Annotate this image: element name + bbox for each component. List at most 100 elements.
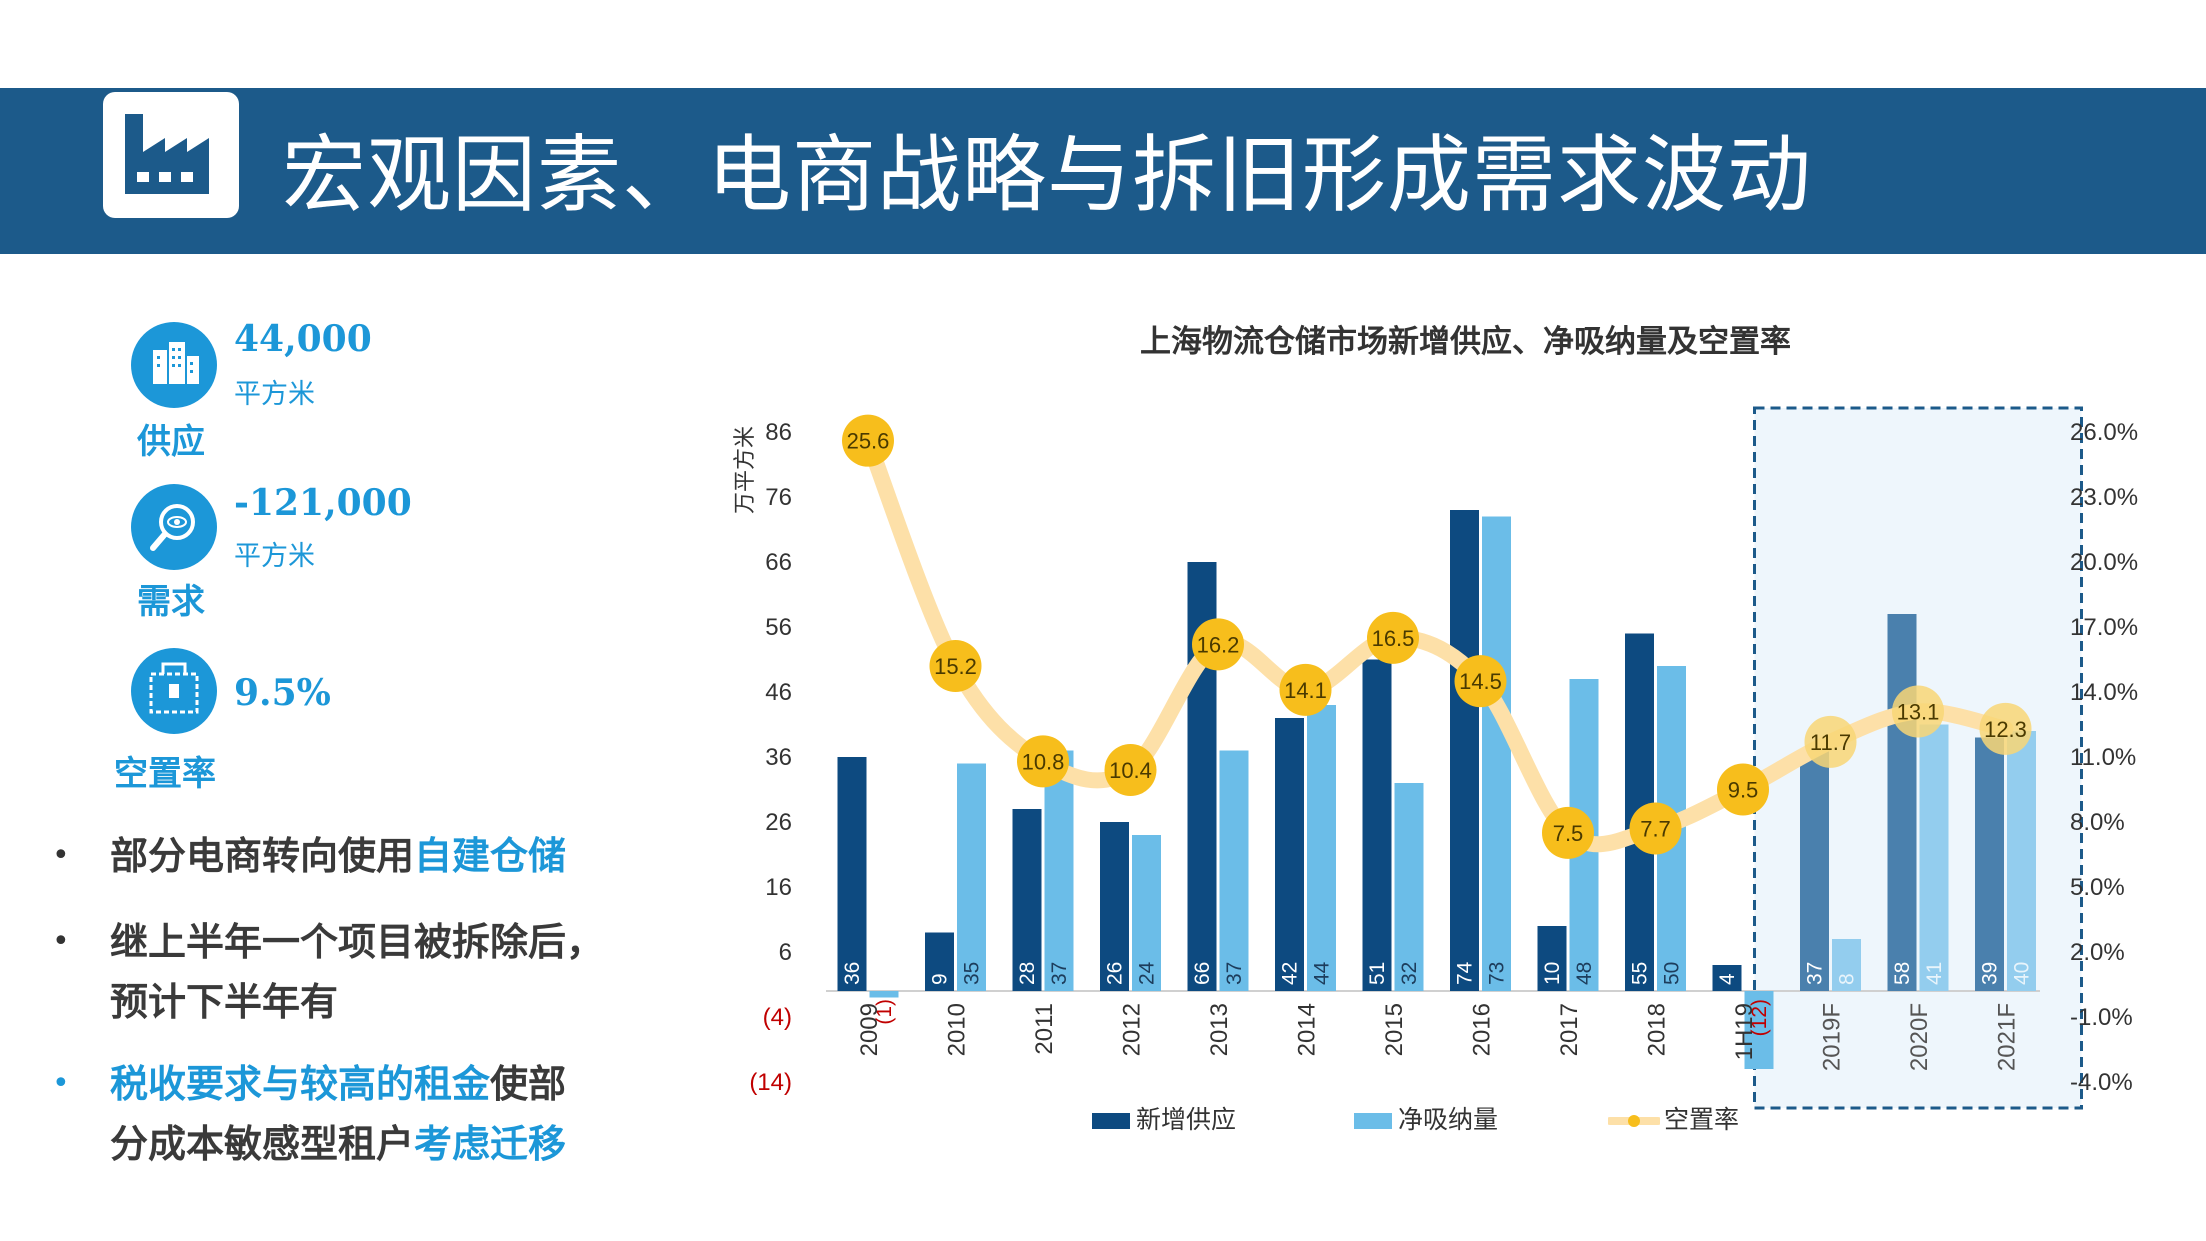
supply-unit: 平方米 [234,379,315,410]
x-tick-label: 2012 [1119,1003,1146,1056]
y-axis-title: 万平方米 [733,426,758,514]
y-left-tick-label: 66 [765,549,792,576]
data-label-supply: 28 [1016,962,1039,985]
vacancy-marker [1017,735,1069,788]
bar-supply [1712,965,1742,991]
y-right-tick-label: -4.0% [2070,1069,2133,1096]
y-right-tick-label: -1.0% [2070,1004,2133,1031]
bar-absorption [1832,939,1861,991]
y-left-tick-label: 6 [779,939,792,966]
bar-supply [1975,737,2004,991]
data-label-absorption: 37 [1048,962,1071,985]
vacancy-marker [1979,702,2032,755]
y-right-tick-label: 17.0% [2070,614,2138,641]
data-label-supply: 66 [1191,962,1214,985]
y-left-tick-label: (14) [749,1069,792,1096]
vacancy-marker [842,414,894,467]
x-tick-label: 2020F [1906,1003,1933,1071]
factory-icon [103,92,239,218]
x-tick-label: 2011 [1031,1003,1058,1055]
data-label-vacancy: 9.5 [1728,778,1759,803]
data-label-vacancy: 13.1 [1897,700,1940,725]
y-left-tick-label: 16 [765,874,792,901]
y-left-tick-label: (4) [763,1004,792,1031]
data-label-vacancy: 12.3 [1984,717,2027,742]
bar-absorption [2007,731,2036,991]
data-label-absorption: 44 [1311,961,1334,985]
x-tick-label: 2018 [1644,1003,1671,1056]
data-label-supply: 4 [1716,973,1739,985]
y-left-tick-label: 26 [765,809,792,836]
x-tick-label: 2009 [856,1003,883,1056]
data-label-absorption: (1) [873,999,896,1025]
y-right-tick-label: 5.0% [2070,874,2125,901]
data-label-absorption: 35 [961,962,984,985]
data-label-absorption: 41 [1923,962,1946,985]
legend-supply: 新增供应 [1092,1100,1236,1136]
bar-absorption [1919,724,1949,991]
data-label-supply: 55 [1629,962,1652,985]
data-label-absorption: 37 [1223,962,1246,985]
demand-value: -121,000 [234,482,412,524]
data-label-vacancy: 7.7 [1640,817,1671,842]
bullet-dot: • [52,1066,70,1101]
y-left-tick-label: 56 [765,614,792,641]
vacancy-marker [1804,715,1857,768]
data-label-absorption: 32 [1398,962,1421,985]
data-label-absorption: (12) [1748,999,1771,1036]
supply-label: 供应 [137,422,205,462]
vacancy-value: 9.5% [234,672,331,714]
bar-absorption [1482,516,1511,991]
x-tick-label: 2015 [1381,1003,1408,1056]
data-label-supply: 10 [1541,962,1564,985]
magnifier-eye-icon [131,484,217,570]
data-label-supply: 51 [1366,962,1389,985]
x-tick-label: 2010 [944,1003,971,1056]
y-right-tick-label: 23.0% [2070,484,2138,511]
vacancy-marker [1367,611,1419,664]
data-label-supply: 37 [1804,962,1827,985]
data-label-vacancy: 14.1 [1284,678,1327,703]
x-tick-label: 2019F [1819,1003,1846,1071]
demand-label: 需求 [137,582,205,622]
y-right-tick-label: 14.0% [2070,679,2138,706]
legend-absorption: 净吸纳量 [1354,1100,1498,1136]
legend-vacancy: 空置率 [1606,1100,1739,1136]
y-left-tick-label: 46 [765,679,792,706]
bar-absorption [957,763,986,991]
data-label-vacancy: 16.2 [1197,632,1240,657]
bullet-2: 继上半年一个项目被拆除后， 预计下半年有 [110,920,605,1024]
x-tick-label: 2016 [1469,1003,1496,1056]
data-label-absorption: 8 [1836,973,1859,985]
bar-absorption [1044,750,1074,991]
vacancy-marker [1892,685,1944,738]
vacancy-marker [1717,763,1769,816]
y-right-tick-label: 26.0% [2070,419,2138,446]
data-label-absorption: 24 [1136,961,1159,985]
data-label-absorption: 50 [1661,962,1684,985]
page-title: 宏观因素、电商战略与拆旧形成需求波动 [282,126,1813,224]
bar-supply [925,932,954,991]
x-tick-label: 2013 [1206,1003,1233,1056]
building-icon [131,322,217,408]
y-right-tick-label: 20.0% [2070,549,2138,576]
data-label-absorption: 73 [1486,962,1509,985]
bar-supply [837,757,867,991]
data-label-supply: 36 [841,962,864,985]
data-label-supply: 39 [1979,962,2002,985]
bar-absorption [1219,750,1249,991]
x-tick-label: 2017 [1556,1003,1583,1056]
bullet-1: 部分电商转向使用自建仓储 [110,834,567,878]
data-label-supply: 42 [1279,962,1302,985]
y-right-tick-label: 8.0% [2070,809,2125,836]
bullet-dot: • [52,838,70,873]
vacancy-marker [1629,802,1682,855]
bar-supply [1100,822,1129,991]
data-label-vacancy: 15.2 [934,654,977,679]
vacancy-marker [1279,663,1332,716]
data-label-vacancy: 10.8 [1022,749,1065,774]
bar-absorption [1307,705,1336,991]
data-label-supply: 9 [929,973,952,985]
data-label-absorption: 40 [2011,962,2034,985]
